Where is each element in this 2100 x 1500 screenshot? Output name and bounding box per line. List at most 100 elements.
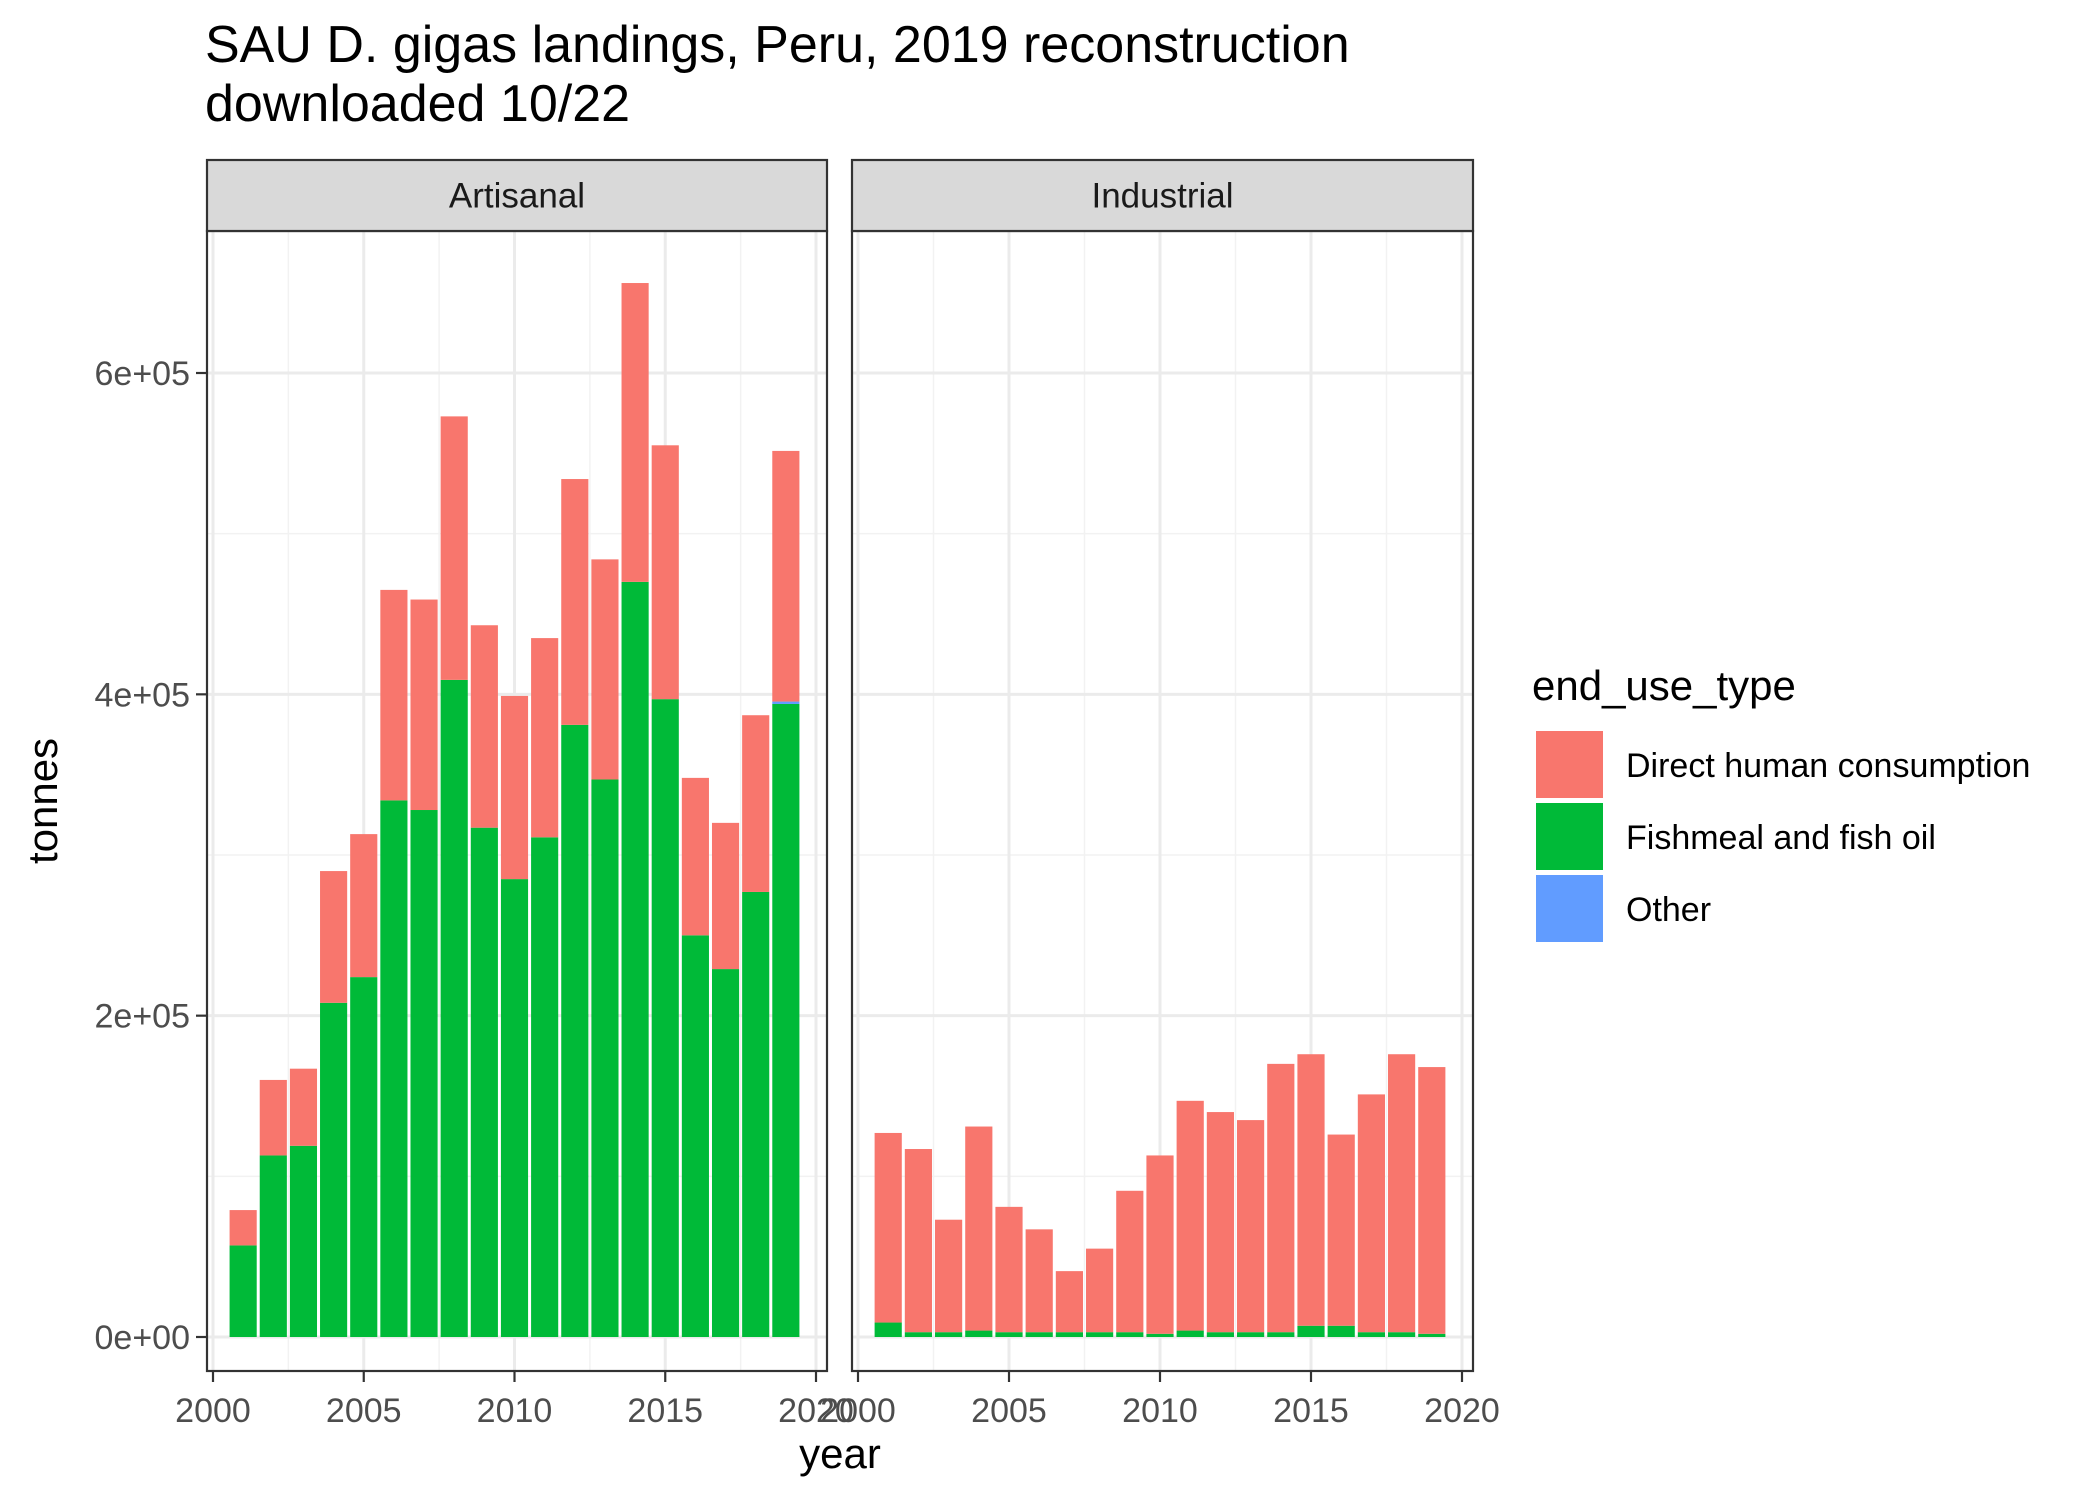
bar-fishmeal-and-fish-oil — [470, 827, 498, 1337]
bar-direct-human-consumption — [651, 445, 679, 700]
bar-fishmeal-and-fish-oil — [1176, 1330, 1204, 1337]
legend-title: end_use_type — [1532, 662, 1796, 709]
bar-direct-human-consumption — [1146, 1155, 1174, 1334]
facet-strip — [850, 158, 1475, 233]
y-axis-tick-label: 4e+05 — [95, 676, 191, 714]
bar-fishmeal-and-fish-oil — [561, 724, 589, 1337]
bar-fishmeal-and-fish-oil — [1357, 1332, 1385, 1337]
chart-title-line: SAU D. gigas landings, Peru, 2019 recons… — [205, 16, 1350, 74]
bar-fishmeal-and-fish-oil — [229, 1245, 257, 1337]
bar-fishmeal-and-fish-oil — [1418, 1333, 1446, 1337]
bar-other — [772, 701, 800, 704]
x-axis-tick-label: 2005 — [971, 1392, 1047, 1430]
bar-fishmeal-and-fish-oil — [320, 1002, 348, 1337]
bar-fishmeal-and-fish-oil — [1086, 1332, 1114, 1337]
y-axis-tick-label: 6e+05 — [95, 355, 191, 393]
legend-label-other: Other — [1626, 891, 1711, 929]
bar-fishmeal-and-fish-oil — [440, 679, 468, 1337]
legend-label-fishmeal-and-fish-oil: Fishmeal and fish oil — [1626, 819, 1936, 857]
facet-strip-label: Industrial — [1091, 177, 1233, 216]
bar-direct-human-consumption — [1327, 1134, 1355, 1326]
bar-direct-human-consumption — [1418, 1067, 1446, 1334]
bar-direct-human-consumption — [1176, 1100, 1204, 1331]
bar-direct-human-consumption — [1116, 1190, 1144, 1333]
bar-fishmeal-and-fish-oil — [995, 1332, 1023, 1337]
bar-direct-human-consumption — [1297, 1054, 1325, 1326]
bars-industrial — [874, 1054, 1446, 1337]
bar-fishmeal-and-fish-oil — [681, 935, 709, 1337]
bar-direct-human-consumption — [711, 822, 740, 970]
legend: end_use_type Direct human consumption Fish… — [1532, 662, 2030, 942]
bar-direct-human-consumption — [1267, 1063, 1295, 1333]
bar-direct-human-consumption — [1025, 1229, 1053, 1333]
facet-strip — [205, 158, 829, 233]
x-axis-tick-label: 2005 — [326, 1392, 402, 1430]
bar-direct-human-consumption — [621, 283, 649, 582]
legend-label-direct-human-consumption: Direct human consumption — [1626, 747, 2030, 785]
bar-fishmeal-and-fish-oil — [904, 1332, 932, 1337]
bar-direct-human-consumption — [259, 1079, 287, 1156]
bar-direct-human-consumption — [410, 599, 438, 811]
x-axis-tick-label: 2015 — [1273, 1392, 1349, 1430]
bar-direct-human-consumption — [561, 479, 589, 725]
y-axis: 0e+00 2e+05 4e+05 6e+05 — [95, 355, 207, 1357]
bar-direct-human-consumption — [904, 1149, 932, 1333]
bar-direct-human-consumption — [1055, 1271, 1083, 1333]
bar-fishmeal-and-fish-oil — [621, 581, 649, 1337]
y-axis-title: tonnes — [19, 738, 66, 864]
legend-key-fishmeal-and-fish-oil — [1536, 803, 1603, 870]
bar-fishmeal-and-fish-oil — [1297, 1325, 1325, 1337]
bar-fishmeal-and-fish-oil — [1237, 1332, 1265, 1337]
bar-fishmeal-and-fish-oil — [350, 977, 378, 1337]
bar-direct-human-consumption — [874, 1132, 902, 1323]
bar-direct-human-consumption — [772, 450, 800, 702]
bar-direct-human-consumption — [380, 589, 408, 801]
bar-direct-human-consumption — [1357, 1094, 1385, 1333]
y-axis-tick-label: 2e+05 — [95, 998, 191, 1036]
bar-fishmeal-and-fish-oil — [531, 837, 559, 1337]
bar-fishmeal-and-fish-oil — [1055, 1332, 1083, 1337]
x-axis-tick-label: 2010 — [477, 1392, 553, 1430]
bar-fishmeal-and-fish-oil — [1025, 1332, 1053, 1337]
x-axis-tick-label: 2015 — [627, 1392, 703, 1430]
bar-fishmeal-and-fish-oil — [742, 891, 770, 1337]
bar-direct-human-consumption — [500, 695, 529, 880]
x-axis-tick-label: 2020 — [778, 1392, 854, 1430]
chart-title: SAU D. gigas landings, Peru, 2019 recons… — [205, 16, 1350, 133]
bar-fishmeal-and-fish-oil — [651, 699, 679, 1337]
bar-fishmeal-and-fish-oil — [1327, 1325, 1355, 1337]
bar-fishmeal-and-fish-oil — [1146, 1333, 1174, 1337]
x-axis-tick-label: 2020 — [1424, 1392, 1500, 1430]
bar-direct-human-consumption — [229, 1210, 257, 1246]
bar-fishmeal-and-fish-oil — [591, 779, 619, 1337]
bar-direct-human-consumption — [350, 834, 378, 978]
bar-fishmeal-and-fish-oil — [1206, 1332, 1234, 1337]
bar-fishmeal-and-fish-oil — [1116, 1332, 1144, 1337]
y-axis-tick-label: 0e+00 — [95, 1319, 191, 1357]
facet-strip-label: Artisanal — [449, 177, 585, 216]
chart-title-line: downloaded 10/22 — [205, 75, 630, 133]
bar-fishmeal-and-fish-oil — [711, 969, 740, 1337]
legend-key-other — [1536, 875, 1603, 942]
bar-direct-human-consumption — [995, 1206, 1023, 1333]
bar-direct-human-consumption — [440, 416, 468, 680]
bar-fishmeal-and-fish-oil — [1267, 1332, 1295, 1337]
facet-panel-industrial: Industrial 2000 2005 2010 2015 2020 — [820, 158, 1500, 1430]
bar-direct-human-consumption — [965, 1126, 993, 1331]
facet-panel-artisanal: Artisanal 2000 2005 2010 2015 2020 — [175, 158, 854, 1430]
bar-direct-human-consumption — [1086, 1248, 1114, 1333]
bar-fishmeal-and-fish-oil — [874, 1322, 902, 1337]
bar-fishmeal-and-fish-oil — [500, 879, 529, 1337]
bar-direct-human-consumption — [1388, 1054, 1416, 1333]
bar-direct-human-consumption — [591, 559, 619, 780]
bar-fishmeal-and-fish-oil — [1388, 1332, 1416, 1337]
bar-fishmeal-and-fish-oil — [289, 1145, 318, 1337]
legend-key-direct-human-consumption — [1536, 731, 1603, 798]
bar-direct-human-consumption — [289, 1068, 318, 1146]
x-axis-title: year — [799, 1430, 881, 1477]
bar-fishmeal-and-fish-oil — [965, 1330, 993, 1337]
bar-direct-human-consumption — [681, 777, 709, 936]
bar-fishmeal-and-fish-oil — [935, 1332, 963, 1337]
bar-direct-human-consumption — [935, 1219, 963, 1333]
